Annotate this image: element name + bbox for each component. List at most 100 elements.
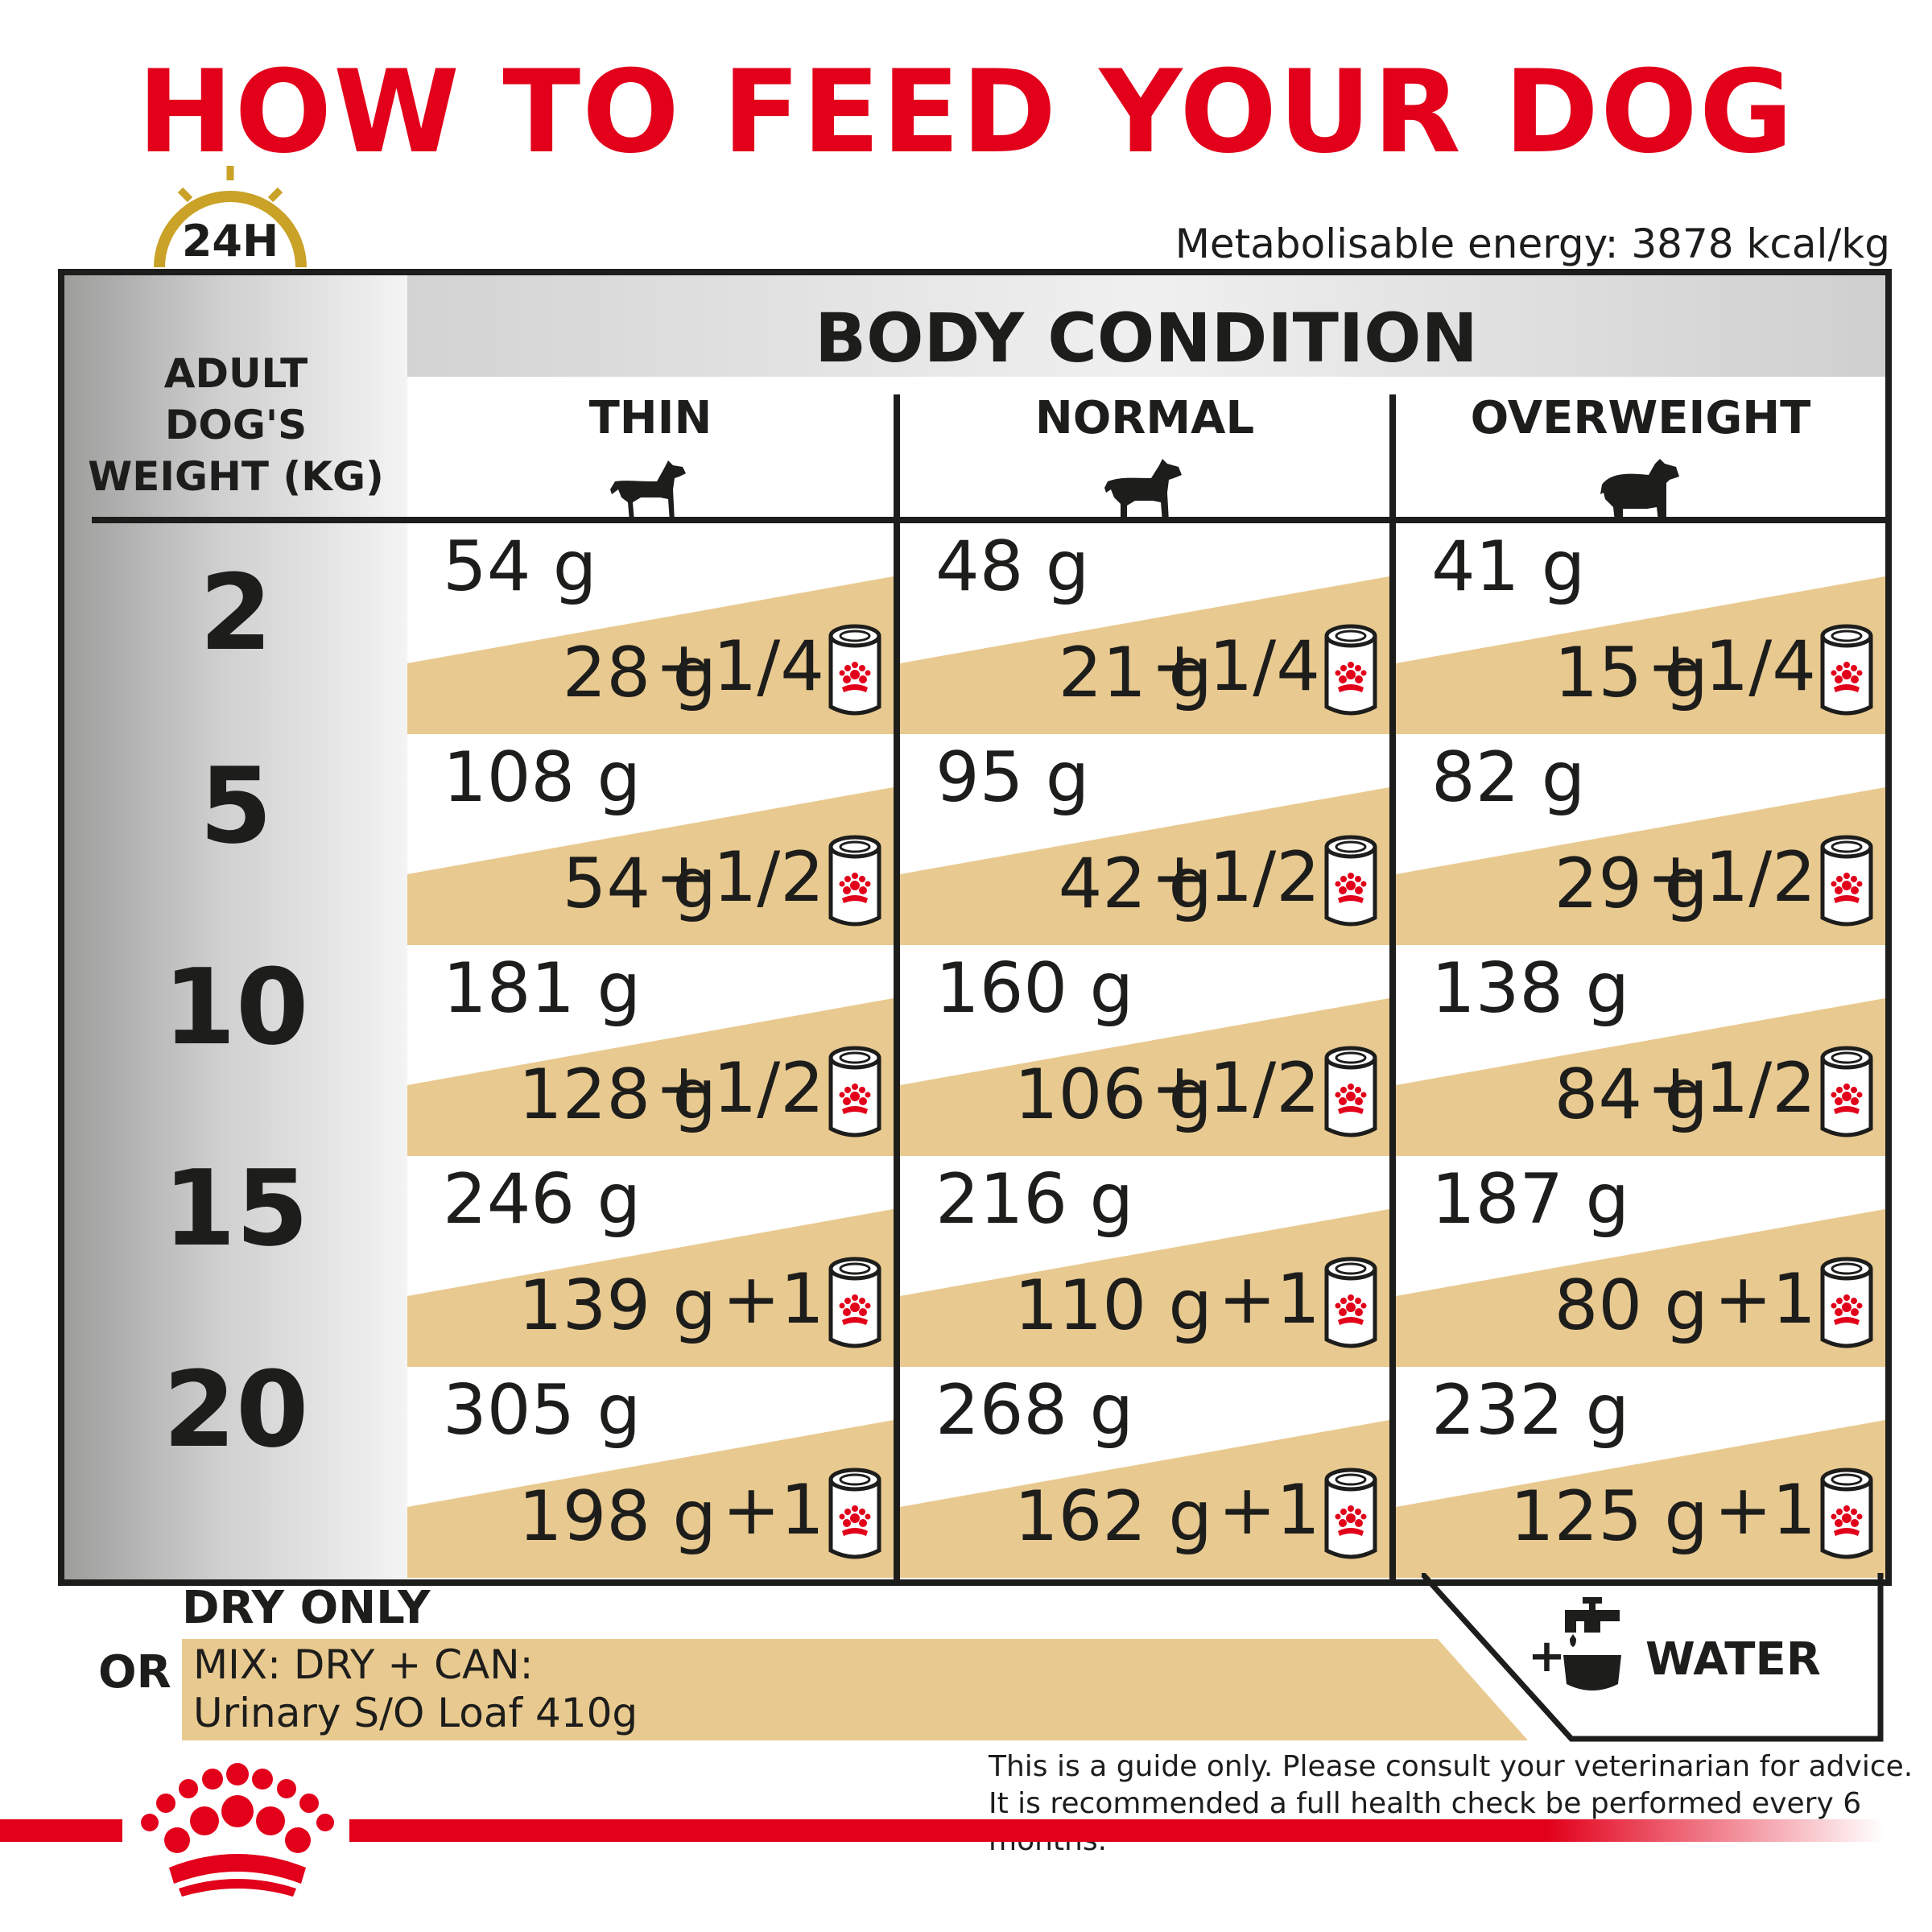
mix-band: [900, 1209, 1389, 1367]
column-label-overweight: OVERWEIGHT: [1470, 392, 1811, 444]
legend-mix-band: [182, 1639, 1528, 1740]
mix-dry-amount: 110 g: [1013, 1265, 1212, 1346]
weight-header: ADULT DOG'S WEIGHT (KG): [64, 348, 407, 502]
weight-value: 2: [199, 551, 273, 674]
weight-value: 10: [163, 946, 309, 1068]
column-normal: NORMAL: [900, 377, 1389, 1579]
can-quantity: +1/2: [1646, 837, 1816, 918]
dry-only-amount: 82 g: [1431, 737, 1586, 818]
timer-label: 24H: [182, 216, 279, 266]
feeding-cell: 268 g 162 g +1: [900, 1367, 1389, 1578]
dry-only-amount: 54 g: [443, 526, 597, 607]
weight-value: 15: [163, 1147, 309, 1269]
mix-dry-amount: 28 g: [562, 633, 716, 713]
dry-only-amount: 187 g: [1431, 1159, 1630, 1240]
column-overweight: OVERWEIGHT: [1396, 377, 1885, 1579]
legend-or: OR: [98, 1646, 171, 1699]
mix-dry-amount: 21 g: [1058, 633, 1212, 713]
mix-dry-amount: 139 g: [518, 1265, 716, 1346]
column-label-thin: THIN: [588, 392, 712, 444]
brand-stripe-left: [0, 1819, 122, 1842]
can-quantity: +1: [1714, 1470, 1816, 1550]
legend-mix-line1: MIX: DRY + CAN:: [193, 1641, 534, 1688]
legend-mix: MIX: DRY + CAN: Urinary S/O Loaf 410g: [193, 1641, 638, 1737]
mix-band: [1396, 787, 1885, 945]
body-condition-heading: BODY CONDITION: [815, 299, 1478, 378]
wet-food-can-icon: [1324, 1468, 1377, 1559]
mix-dry-amount: 54 g: [562, 844, 716, 924]
mix-band: [1396, 1420, 1885, 1578]
mix-dry-amount: 198 g: [518, 1476, 716, 1557]
can-quantity: +1: [1218, 1259, 1320, 1340]
can-quantity: +1/2: [654, 837, 824, 918]
feeding-cell: 95 g 42 g +1/2: [900, 734, 1389, 945]
royal-canin-crown-logo: [141, 1763, 334, 1897]
can-quantity: +1/2: [1150, 837, 1320, 918]
can-quantity: +1: [722, 1470, 824, 1550]
can-quantity: +1: [722, 1259, 824, 1340]
clock-24h-icon: 24H: [154, 166, 307, 268]
feeding-cell: 246 g 139 g +1: [407, 1156, 894, 1367]
can-quantity: +1/4: [1150, 626, 1320, 707]
water-box: [1422, 1573, 1884, 1742]
mix-band: [407, 1420, 894, 1578]
feeding-cell: 138 g 84 g +1/2: [1396, 945, 1885, 1156]
wet-food-can-icon: [828, 1257, 881, 1348]
disclaimer: This is a guide only. Please consult you…: [989, 1748, 1932, 1860]
feeding-cell: 232 g 125 g +1: [1396, 1367, 1885, 1578]
mix-dry-amount: 106 g: [1013, 1055, 1212, 1135]
dry-only-amount: 160 g: [935, 948, 1134, 1029]
weight-value: 20: [163, 1348, 309, 1471]
dry-only-amount: 138 g: [1431, 948, 1630, 1029]
feeding-cell: 181 g 128 g +1/2: [407, 945, 894, 1156]
wet-food-can-icon: [828, 835, 881, 927]
dry-only-amount: 41 g: [1431, 526, 1586, 607]
wet-food-can-icon: [1324, 1257, 1377, 1348]
water-plus: +: [1528, 1630, 1566, 1682]
feeding-cell: 108 g 54 g +1/2: [407, 734, 894, 945]
dry-only-amount: 232 g: [1431, 1370, 1630, 1451]
feeding-cell: 48 g 21 g +1/4: [900, 523, 1389, 734]
column-header: OVERWEIGHT: [1396, 377, 1885, 522]
body-condition-band: [407, 275, 1885, 377]
disclaimer-line: This is a guide only. Please consult you…: [989, 1750, 1913, 1783]
header-rule: [92, 517, 1885, 523]
dog-silhouette-icon: [610, 460, 686, 522]
column-header: NORMAL: [900, 377, 1389, 522]
legend-dry-only: DRY ONLY: [182, 1582, 431, 1634]
mix-dry-amount: 128 g: [518, 1055, 716, 1135]
mix-band: [407, 998, 894, 1156]
weight-value: 5: [199, 745, 273, 867]
mix-dry-amount: 162 g: [1013, 1476, 1212, 1557]
dry-only-amount: 216 g: [935, 1159, 1134, 1240]
wet-food-can-icon: [828, 624, 881, 716]
dry-only-amount: 108 g: [443, 737, 642, 818]
can-quantity: +1/4: [1646, 626, 1816, 707]
wet-food-can-icon: [1820, 1257, 1873, 1348]
dry-only-amount: 305 g: [443, 1370, 642, 1451]
weight-header-line: ADULT: [163, 350, 308, 397]
wet-food-can-icon: [1324, 1046, 1377, 1137]
wet-food-can-icon: [1324, 835, 1377, 927]
can-quantity: +1/4: [654, 626, 824, 707]
feeding-table: BODY CONDITION ADULT DOG'S WEIGHT (KG) T…: [58, 269, 1892, 1586]
can-quantity: +1: [1218, 1470, 1320, 1550]
feeding-cell: 54 g 28 g +1/4: [407, 523, 894, 734]
wet-food-can-icon: [1820, 1046, 1873, 1137]
legend-mix-line2: Urinary S/O Loaf 410g: [193, 1690, 638, 1736]
mix-band: [1396, 576, 1885, 734]
feeding-cell: 305 g 198 g +1: [407, 1367, 894, 1578]
dog-silhouette-icon: [1600, 459, 1679, 522]
can-quantity: +1: [1714, 1259, 1816, 1340]
can-quantity: +1/2: [1150, 1048, 1320, 1129]
dry-only-amount: 246 g: [443, 1159, 642, 1240]
wet-food-can-icon: [1820, 1468, 1873, 1559]
page-title: HOW TO FEED YOUR DOG: [137, 46, 1795, 179]
wet-food-can-icon: [828, 1468, 881, 1559]
dry-only-amount: 181 g: [443, 948, 642, 1029]
metabolisable-energy: Metabolisable energy: 3878 kcal/kg: [1174, 221, 1890, 267]
wet-food-can-icon: [1820, 835, 1873, 927]
feeding-cell: 187 g 80 g +1: [1396, 1156, 1885, 1367]
column-header: THIN: [407, 377, 894, 522]
wet-food-can-icon: [828, 1046, 881, 1137]
